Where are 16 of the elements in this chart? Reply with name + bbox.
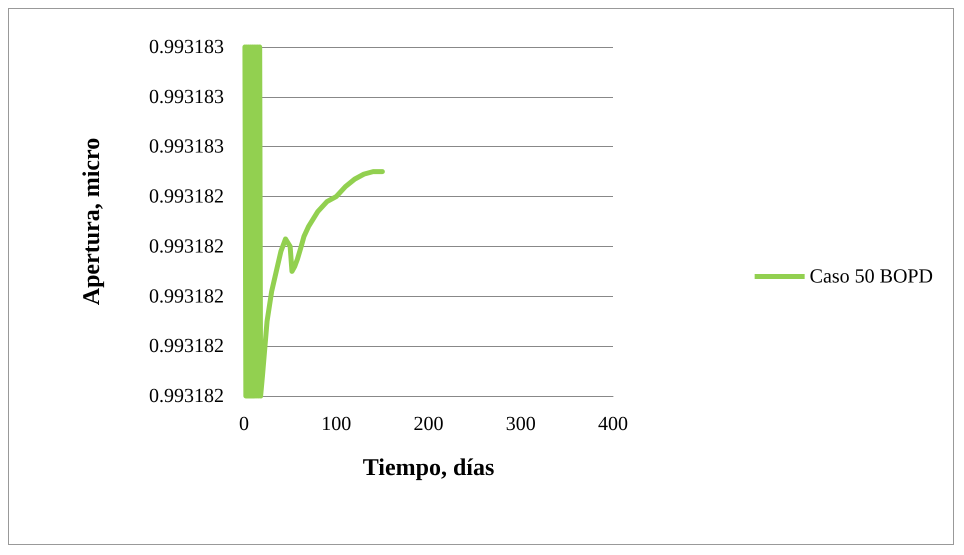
- y-tick-label: 0.993182: [149, 186, 224, 208]
- x-tick-label: 200: [414, 413, 444, 435]
- x-tick-label: 400: [598, 413, 628, 435]
- y-tick-label: 0.993183: [149, 36, 224, 58]
- y-tick-label: 0.993182: [149, 285, 224, 308]
- y-tick-label: 0.993182: [149, 235, 224, 258]
- x-tick-label: 100: [321, 413, 352, 435]
- y-tick-label: 0.993182: [149, 335, 224, 358]
- y-tick-label: 0.993183: [149, 86, 224, 108]
- x-axis-title: Tiempo, días: [362, 455, 494, 481]
- legend-label: Caso 50 BOPD: [810, 266, 934, 288]
- y-tick-label: 0.993183: [149, 136, 224, 158]
- x-tick-label: 0: [239, 413, 249, 435]
- y-tick-label: 0.993182: [149, 385, 224, 407]
- y-axis-title: Apertura, micro: [79, 138, 105, 306]
- x-tick-label: 300: [506, 413, 536, 435]
